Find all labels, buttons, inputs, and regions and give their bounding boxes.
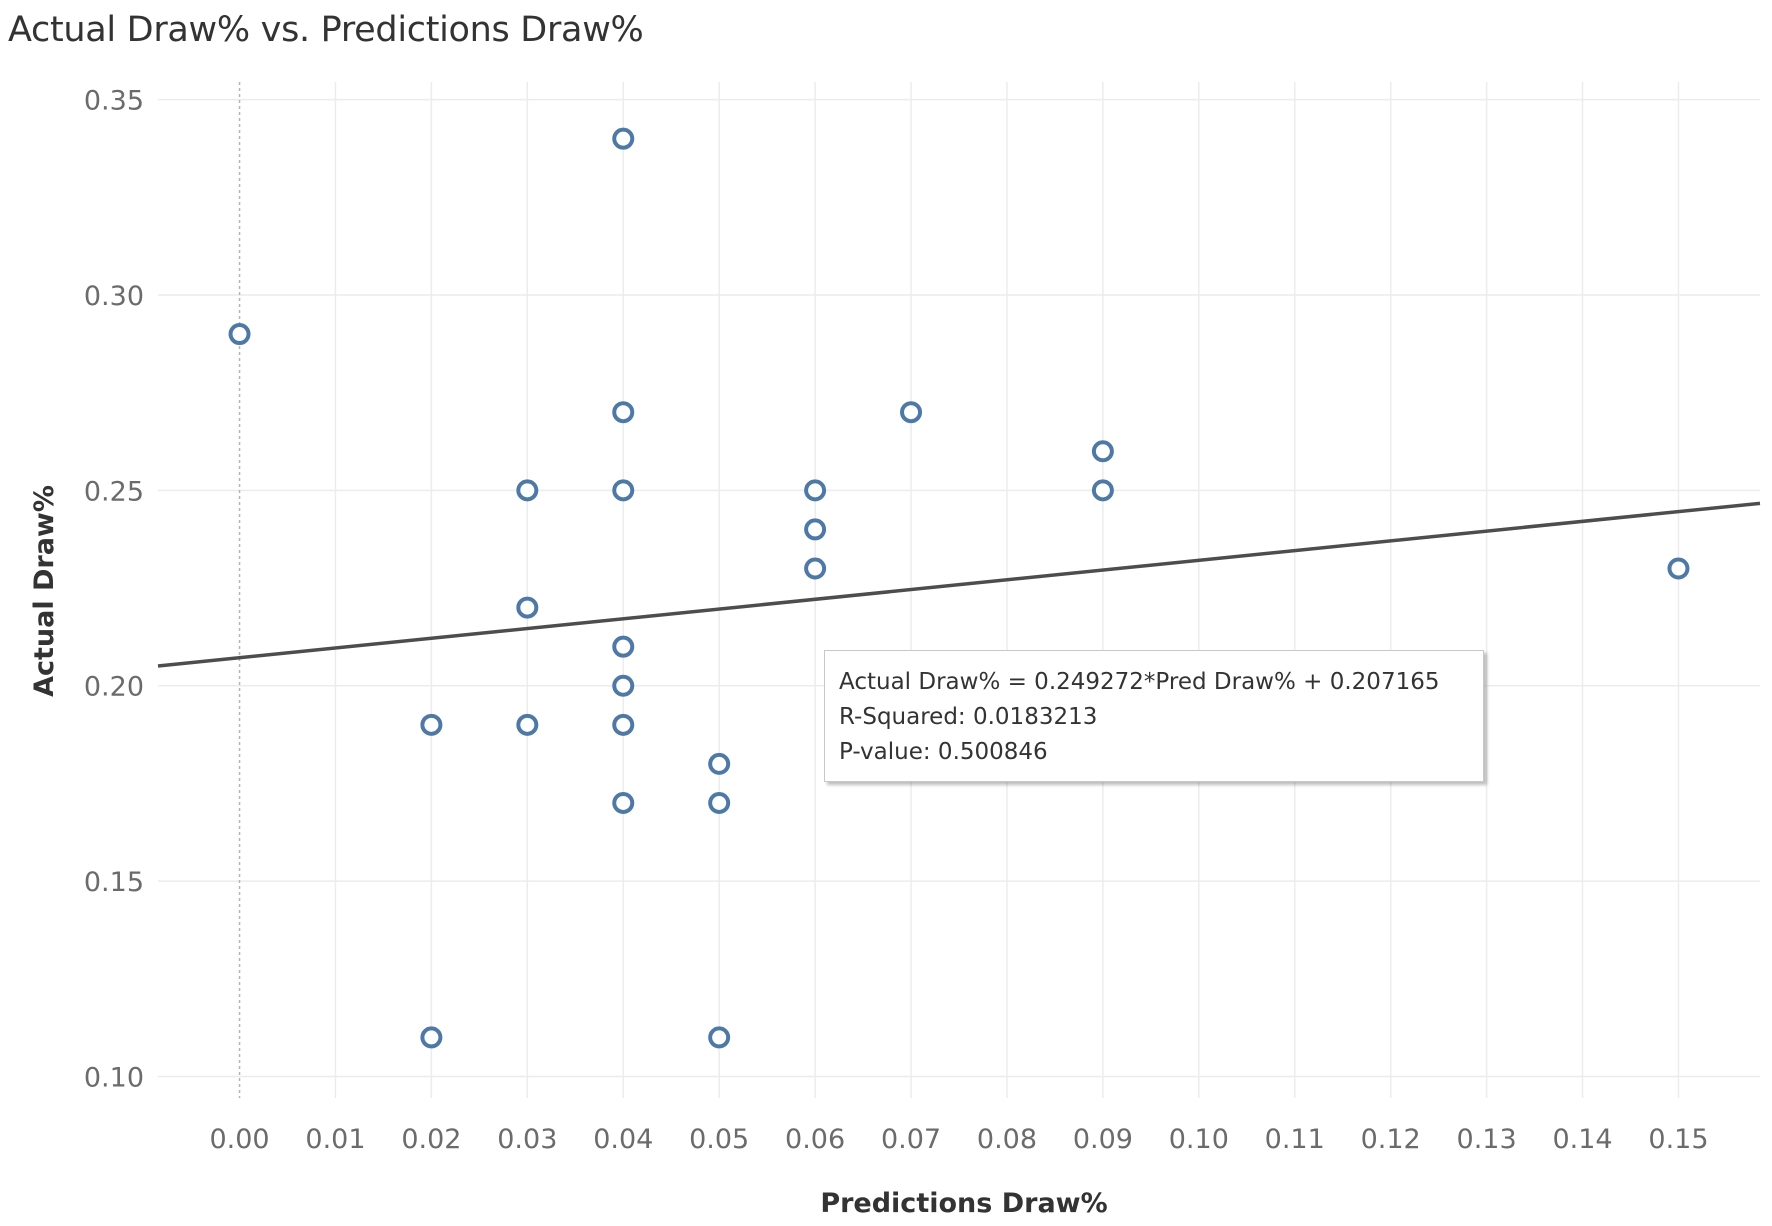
data-point[interactable] xyxy=(612,674,635,697)
trend-line-tooltip: Actual Draw% = 0.249272*Pred Draw% + 0.2… xyxy=(824,650,1484,782)
data-point[interactable] xyxy=(804,518,827,541)
data-point[interactable] xyxy=(804,557,827,580)
x-tick-label: 0.00 xyxy=(209,1124,269,1155)
x-tick-label: 0.03 xyxy=(497,1124,557,1155)
trend-line[interactable] xyxy=(157,501,1761,668)
data-point[interactable] xyxy=(516,479,539,502)
chart-title: Actual Draw% vs. Predictions Draw% xyxy=(8,10,644,50)
x-tick-label: 0.09 xyxy=(1073,1124,1133,1155)
data-point[interactable] xyxy=(420,1026,443,1049)
data-point[interactable] xyxy=(708,791,731,814)
trend-p-value: P-value: 0.500846 xyxy=(839,739,1048,765)
data-point[interactable] xyxy=(228,323,251,346)
data-point[interactable] xyxy=(612,713,635,736)
x-tick-label: 0.15 xyxy=(1648,1124,1708,1155)
x-tick-label: 0.11 xyxy=(1265,1124,1325,1155)
trend-equation: Actual Draw% = 0.249272*Pred Draw% + 0.2… xyxy=(839,669,1440,695)
x-tick-label: 0.05 xyxy=(689,1124,749,1155)
y-tick-label: 0.15 xyxy=(84,867,144,898)
y-axis-title: Actual Draw% xyxy=(29,485,60,697)
trend-r-squared: R-Squared: 0.0183213 xyxy=(839,704,1098,730)
y-tick-label: 0.25 xyxy=(84,476,144,507)
y-axis-ticks: 0.10 0.15 0.20 0.25 0.30 0.35 xyxy=(84,86,144,1094)
x-tick-label: 0.12 xyxy=(1361,1124,1421,1155)
x-tick-label: 0.06 xyxy=(785,1124,845,1155)
x-tick-label: 0.14 xyxy=(1552,1124,1612,1155)
x-tick-label: 0.04 xyxy=(593,1124,653,1155)
grid-lines xyxy=(158,82,1760,1098)
x-tick-label: 0.08 xyxy=(977,1124,1037,1155)
x-axis-title: Predictions Draw% xyxy=(820,1188,1107,1219)
data-point[interactable] xyxy=(708,1026,731,1049)
data-point[interactable] xyxy=(1667,557,1690,580)
data-point[interactable] xyxy=(612,479,635,502)
data-points xyxy=(228,127,1690,1049)
trend-line-group xyxy=(157,501,1761,668)
y-tick-label: 0.30 xyxy=(84,281,144,312)
data-point[interactable] xyxy=(612,635,635,658)
data-point[interactable] xyxy=(612,401,635,424)
data-point[interactable] xyxy=(1091,479,1114,502)
x-tick-label: 0.01 xyxy=(305,1124,365,1155)
data-point[interactable] xyxy=(516,713,539,736)
x-tick-label: 0.02 xyxy=(401,1124,461,1155)
data-point[interactable] xyxy=(420,713,443,736)
data-point[interactable] xyxy=(516,596,539,619)
data-point[interactable] xyxy=(900,401,923,424)
y-tick-label: 0.10 xyxy=(84,1063,144,1094)
y-tick-label: 0.35 xyxy=(84,86,144,117)
x-tick-label: 0.10 xyxy=(1169,1124,1229,1155)
data-point[interactable] xyxy=(804,479,827,502)
data-point[interactable] xyxy=(612,127,635,150)
x-tick-label: 0.13 xyxy=(1457,1124,1517,1155)
data-point[interactable] xyxy=(612,791,635,814)
data-point[interactable] xyxy=(708,752,731,775)
x-tick-label: 0.07 xyxy=(881,1124,941,1155)
data-point[interactable] xyxy=(1091,440,1114,463)
y-tick-label: 0.20 xyxy=(84,672,144,703)
x-axis-ticks: 0.00 0.01 0.02 0.03 0.04 0.05 0.06 0.07 0.08 0.09… xyxy=(209,1124,1708,1155)
